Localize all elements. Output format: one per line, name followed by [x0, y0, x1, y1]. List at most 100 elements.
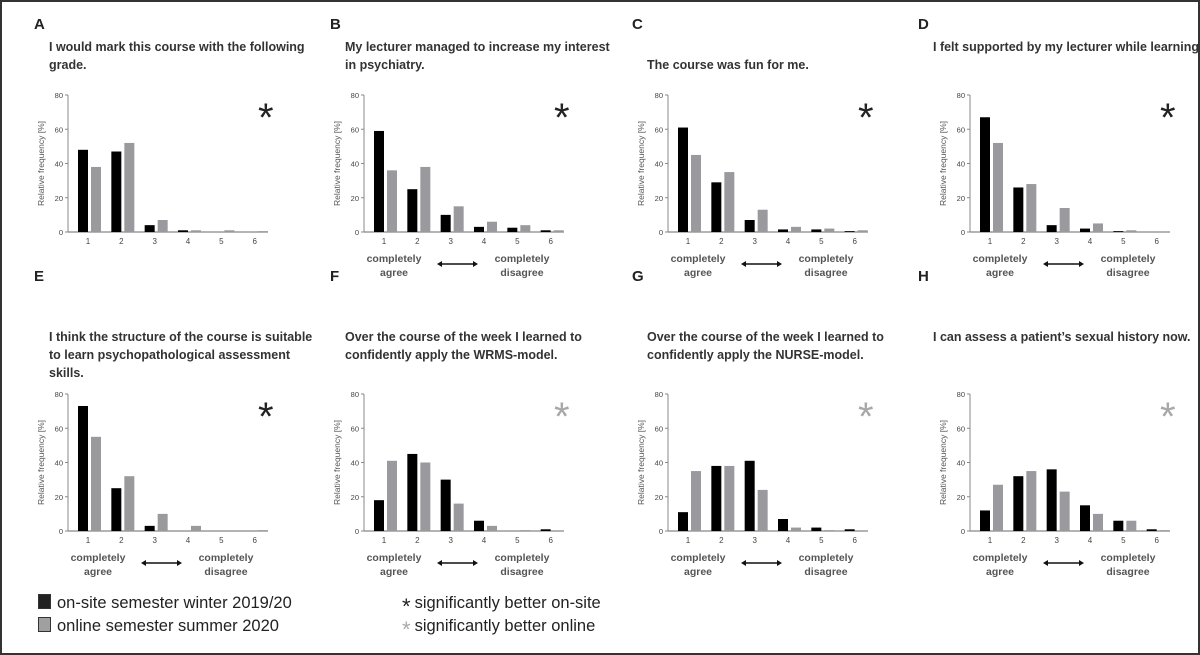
- y-tick-label: 60: [55, 424, 63, 433]
- legend-swatch-online: [38, 617, 51, 632]
- bar-online: [1159, 530, 1170, 531]
- x-tick-label: 5: [219, 237, 224, 246]
- x-tick-label: 6: [252, 536, 257, 545]
- bar-onsite: [1080, 228, 1090, 232]
- significance-asterisk-icon: *: [554, 395, 570, 439]
- y-tick-label: 20: [55, 493, 63, 502]
- bar-onsite: [111, 151, 122, 232]
- y-axis-label: Relative frequency [%]: [636, 121, 646, 206]
- y-tick-label: 60: [55, 125, 63, 134]
- bar-online: [387, 460, 397, 531]
- x-tick-label: 3: [152, 237, 157, 246]
- bar-online: [757, 489, 768, 531]
- y-tick-label: 20: [351, 194, 359, 203]
- bar-online: [487, 525, 497, 531]
- panel-f: F Over the course of the week I learned t…: [298, 268, 593, 600]
- arrowhead-icon: [141, 560, 182, 566]
- bar-onsite: [778, 229, 788, 232]
- bar-onsite: [78, 149, 88, 232]
- bar-onsite: [1013, 187, 1024, 232]
- bar-chart: Relative frequency [%] 0 20 40 60 80 1 2 3 4 5 6 * co…: [938, 91, 1176, 279]
- asterisk-icon: *: [402, 594, 411, 619]
- bar-chart: Relative frequency [%] 0 20 40 60 80 1 2 3 4 5 6 * co…: [36, 390, 274, 578]
- bar-onsite: [1113, 520, 1124, 531]
- x-tick-label: 6: [852, 536, 857, 545]
- y-tick-label: 80: [55, 390, 63, 399]
- x-tick-label: 2: [415, 536, 420, 545]
- panel-title: I think the structure of the course is s…: [49, 330, 313, 380]
- x-tick-label: 5: [819, 536, 824, 545]
- y-tick-label: 80: [957, 91, 965, 100]
- legend-swatch-onsite: [38, 594, 51, 609]
- bar-online: [91, 436, 101, 531]
- y-tick-label: 60: [957, 424, 965, 433]
- x-tick-label: 4: [186, 237, 191, 246]
- significance-asterisk-icon: *: [858, 96, 874, 140]
- bar-onsite: [540, 230, 551, 232]
- x-tick-label: 5: [819, 237, 824, 246]
- x-tick-label: 5: [219, 536, 224, 545]
- y-axis-label: Relative frequency [%]: [36, 420, 46, 505]
- panel-title: My lecturer managed to increase my inter…: [345, 40, 610, 72]
- bar-online: [420, 462, 431, 531]
- legend-label: on-site semester winter 2019/20: [57, 594, 292, 612]
- y-tick-label: 60: [655, 424, 663, 433]
- significance-asterisk-icon: *: [258, 395, 274, 439]
- bar-online: [553, 230, 564, 232]
- bar-online: [691, 471, 701, 531]
- bar-online: [691, 154, 701, 232]
- y-axis-label: Relative frequency [%]: [332, 121, 342, 206]
- scale-label-disagree: completely disagree: [495, 253, 550, 279]
- panel-label: A: [34, 16, 45, 33]
- bar-onsite: [678, 127, 688, 232]
- bar-onsite: [407, 453, 418, 531]
- bar-online: [824, 530, 835, 531]
- panel-b: B My lecturer managed to increase my inte…: [298, 2, 610, 302]
- arrowhead-icon: [741, 261, 782, 267]
- y-tick-label: 60: [351, 424, 359, 433]
- panel-title: Over the course of the week I learned to…: [647, 330, 884, 362]
- bar-online: [1093, 223, 1103, 232]
- scale-label-agree: completely agree: [671, 253, 726, 279]
- x-tick-label: 5: [1121, 536, 1126, 545]
- bar-onsite: [1080, 505, 1090, 531]
- y-tick-label: 0: [659, 228, 663, 237]
- panel-title: Over the course of the week I learned to…: [345, 330, 582, 362]
- y-tick-label: 80: [655, 390, 663, 399]
- legend-label: significantly better on-site: [414, 594, 601, 612]
- y-tick-label: 40: [55, 459, 63, 468]
- bar-online: [191, 525, 201, 531]
- bar-online: [520, 225, 531, 232]
- x-tick-label: 4: [1088, 237, 1093, 246]
- scale-label-agree: completely agree: [973, 253, 1028, 279]
- x-tick-label: 5: [515, 237, 520, 246]
- bar-onsite: [711, 465, 722, 531]
- x-tick-label: 2: [119, 237, 124, 246]
- bar-onsite: [440, 479, 451, 531]
- y-tick-label: 0: [355, 228, 359, 237]
- bar-online: [1059, 491, 1070, 531]
- scale-label-disagree: completely disagree: [1101, 253, 1156, 279]
- legend-label: online semester summer 2020: [57, 617, 279, 635]
- x-tick-label: 1: [382, 536, 387, 545]
- x-tick-label: 4: [786, 536, 791, 545]
- y-tick-label: 60: [351, 125, 359, 134]
- bar-online: [824, 228, 835, 232]
- y-tick-label: 20: [655, 194, 663, 203]
- x-tick-label: 2: [119, 536, 124, 545]
- bar-online: [1126, 520, 1137, 531]
- x-tick-label: 1: [86, 536, 91, 545]
- bar-online: [420, 166, 431, 232]
- y-tick-label: 40: [957, 160, 965, 169]
- y-tick-label: 20: [655, 493, 663, 502]
- x-tick-label: 1: [686, 536, 691, 545]
- bar-onsite: [980, 117, 990, 232]
- bar-onsite: [678, 512, 688, 531]
- x-tick-label: 2: [1021, 237, 1026, 246]
- x-tick-label: 5: [1121, 237, 1126, 246]
- legend-online: online semester summer 2020: [38, 617, 279, 636]
- bar-online: [1093, 513, 1103, 531]
- significance-asterisk-icon: *: [554, 96, 570, 140]
- legend-label: significantly better online: [414, 617, 596, 635]
- arrowhead-icon: [1043, 560, 1084, 566]
